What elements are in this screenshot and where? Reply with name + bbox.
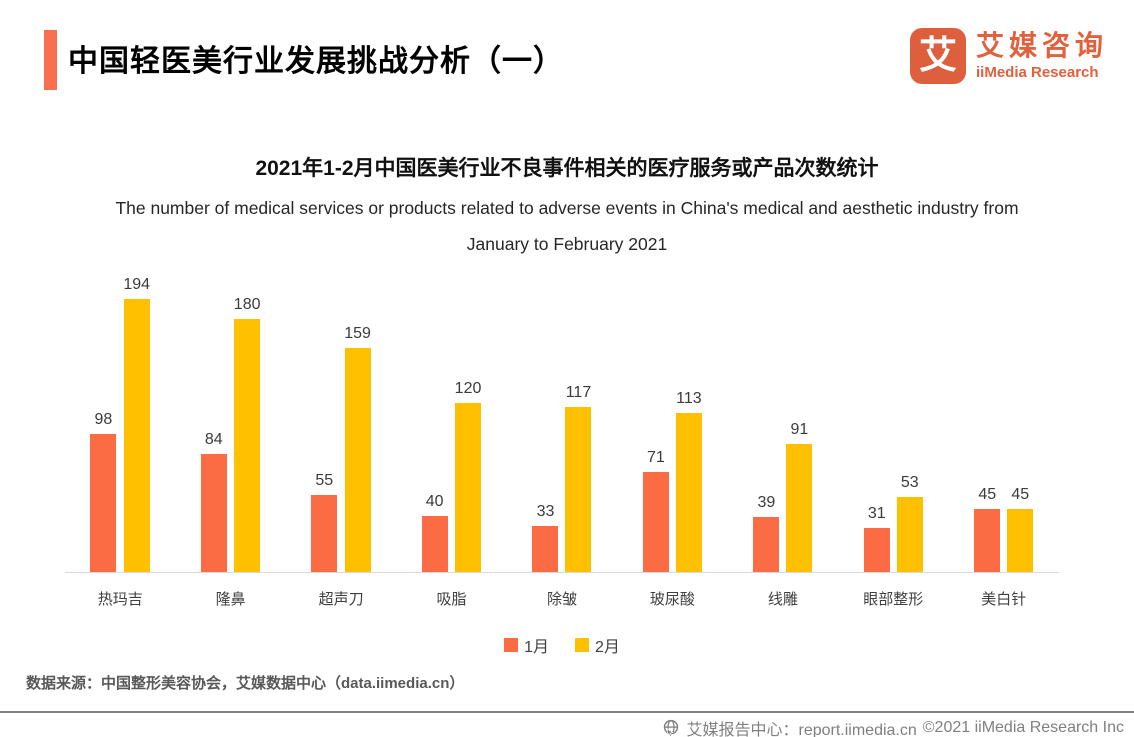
bar-group: 33 117 — [507, 384, 617, 572]
bar-wrap: 194 — [123, 276, 150, 572]
bar-1月-吸脂 — [421, 516, 448, 572]
bar-wrap: 71 — [642, 449, 669, 572]
bar-wrap: 45 — [974, 486, 1001, 572]
bar-group: 31 53 — [838, 474, 948, 572]
bar-wrap: 55 — [311, 472, 338, 572]
plot-area: 98 194 84 180 55 159 40 120 33 117 71 113 39 91 31 53 45… — [65, 265, 1059, 573]
bar-value-label: 71 — [647, 449, 665, 466]
bar-group: 84 180 — [175, 296, 285, 572]
bar-wrap: 159 — [344, 325, 371, 572]
category-label: 吸脂 — [436, 591, 467, 608]
bar-group: 45 45 — [949, 486, 1059, 572]
iimedia-logo-text: 艾媒咨询 iiMedia Research — [975, 29, 1108, 81]
bar-wrap: 33 — [532, 503, 559, 572]
bar-value-label: 39 — [757, 494, 776, 511]
bar-wrap: 117 — [565, 384, 592, 572]
bar-value-label: 91 — [790, 421, 809, 438]
bar-wrap: 84 — [200, 431, 227, 572]
category-label: 热玛吉 — [97, 591, 143, 608]
footer-divider — [0, 711, 1134, 713]
bar-wrap: 180 — [234, 296, 261, 572]
legend-swatch — [575, 638, 589, 652]
category-label: 隆鼻 — [215, 591, 246, 608]
bar-group: 40 120 — [396, 380, 506, 572]
bar-2月-玻尿酸 — [675, 413, 702, 572]
category-axis: 热玛吉 隆鼻 超声刀 吸脂 除皱 玻尿酸 线雕 眼部整形 美白针 — [65, 588, 1059, 609]
page-title: 中国轻医美行业发展挑战分析（一） — [68, 45, 564, 78]
bar-value-label: 33 — [536, 503, 555, 520]
brand-name-cn: 艾媒咨询 — [975, 29, 1108, 61]
category-label: 除皱 — [546, 591, 577, 608]
footer: 艾媒报告中心：report.iimedia.cn ©2021 iiMedia R… — [662, 716, 1124, 737]
legend-label: 1月 — [524, 639, 549, 656]
chart-legend: 1月 2月 — [65, 633, 1059, 657]
title-accent-bar — [44, 30, 57, 90]
category-label: 玻尿酸 — [649, 591, 695, 608]
bar-group: 71 113 — [617, 390, 727, 572]
bar-value-label: 180 — [233, 296, 261, 313]
bar-1月-眼部整形 — [863, 528, 890, 572]
bar-value-label: 98 — [94, 411, 113, 428]
bar-wrap: 53 — [896, 474, 923, 572]
bar-wrap: 113 — [675, 390, 702, 572]
bar-1月-线雕 — [753, 517, 780, 572]
bar-1月-热玛吉 — [90, 434, 117, 572]
bar-2月-线雕 — [786, 444, 813, 572]
bar-value-label: 40 — [425, 493, 444, 510]
bar-value-label: 120 — [454, 380, 482, 397]
category-label: 眼部整形 — [863, 591, 924, 608]
bar-value-label: 45 — [978, 486, 997, 503]
bar-2月-隆鼻 — [234, 319, 261, 572]
bar-wrap: 45 — [1007, 486, 1034, 572]
bar-value-label: 113 — [676, 390, 702, 407]
bar-value-label: 55 — [315, 472, 334, 489]
bar-wrap: 40 — [421, 493, 448, 572]
iimedia-logo-icon: 艾 — [909, 28, 966, 84]
data-source-note: 数据来源：中国整形美容协会，艾媒数据中心（data.iimedia.cn） — [26, 675, 465, 692]
bar-wrap: 39 — [753, 494, 780, 572]
legend-item: 2月 — [575, 633, 620, 657]
bar-value-label: 159 — [344, 325, 371, 342]
bar-wrap: 31 — [863, 505, 890, 572]
category-label: 美白针 — [981, 591, 1027, 608]
category-label: 超声刀 — [318, 591, 364, 608]
bar-value-label: 45 — [1011, 486, 1030, 503]
bar-wrap: 120 — [454, 380, 482, 572]
brand-name-en: iiMedia Research — [975, 63, 1099, 81]
bar-value-label: 84 — [204, 431, 223, 448]
bar-chart: 98 194 84 180 55 159 40 120 33 117 71 113 39 91 31 53 45… — [65, 265, 1059, 657]
iimedia-logo: 艾 艾媒咨询 iiMedia Research — [909, 28, 1108, 84]
category-label: 线雕 — [767, 591, 798, 608]
bar-1月-美白针 — [974, 509, 1001, 572]
bar-value-label: 53 — [900, 474, 919, 491]
bar-value-label: 194 — [123, 276, 151, 293]
bar-2月-吸脂 — [455, 403, 482, 572]
bar-2月-眼部整形 — [896, 497, 923, 572]
bar-group: 98 194 — [65, 276, 175, 572]
bar-1月-超声刀 — [311, 495, 338, 572]
chart-title: 2021年1-2月中国医美行业不良事件相关的医疗服务或产品次数统计 — [255, 157, 879, 180]
bar-group: 55 159 — [286, 325, 396, 572]
bar-wrap: 98 — [90, 411, 117, 572]
chart-subtitle-en: The number of medical services or produc… — [115, 198, 1019, 254]
globe-cursor-icon — [662, 719, 680, 737]
bar-1月-隆鼻 — [200, 454, 227, 572]
bar-group: 39 91 — [728, 421, 838, 572]
bar-2月-热玛吉 — [123, 299, 150, 572]
legend-swatch — [504, 638, 519, 652]
bar-value-label: 31 — [867, 505, 886, 522]
footer-copyright: ©2021 iiMedia Research Inc — [922, 719, 1124, 736]
bar-2月-美白针 — [1007, 509, 1034, 572]
bar-1月-除皱 — [532, 526, 559, 572]
bar-1月-玻尿酸 — [642, 472, 669, 572]
bar-value-label: 117 — [565, 384, 592, 401]
footer-report-center: 艾媒报告中心：report.iimedia.cn — [686, 722, 917, 737]
bar-wrap: 91 — [786, 421, 813, 572]
legend-label: 2月 — [595, 639, 620, 656]
bar-2月-除皱 — [565, 407, 592, 572]
bar-2月-超声刀 — [344, 348, 371, 572]
legend-item: 1月 — [504, 633, 549, 657]
